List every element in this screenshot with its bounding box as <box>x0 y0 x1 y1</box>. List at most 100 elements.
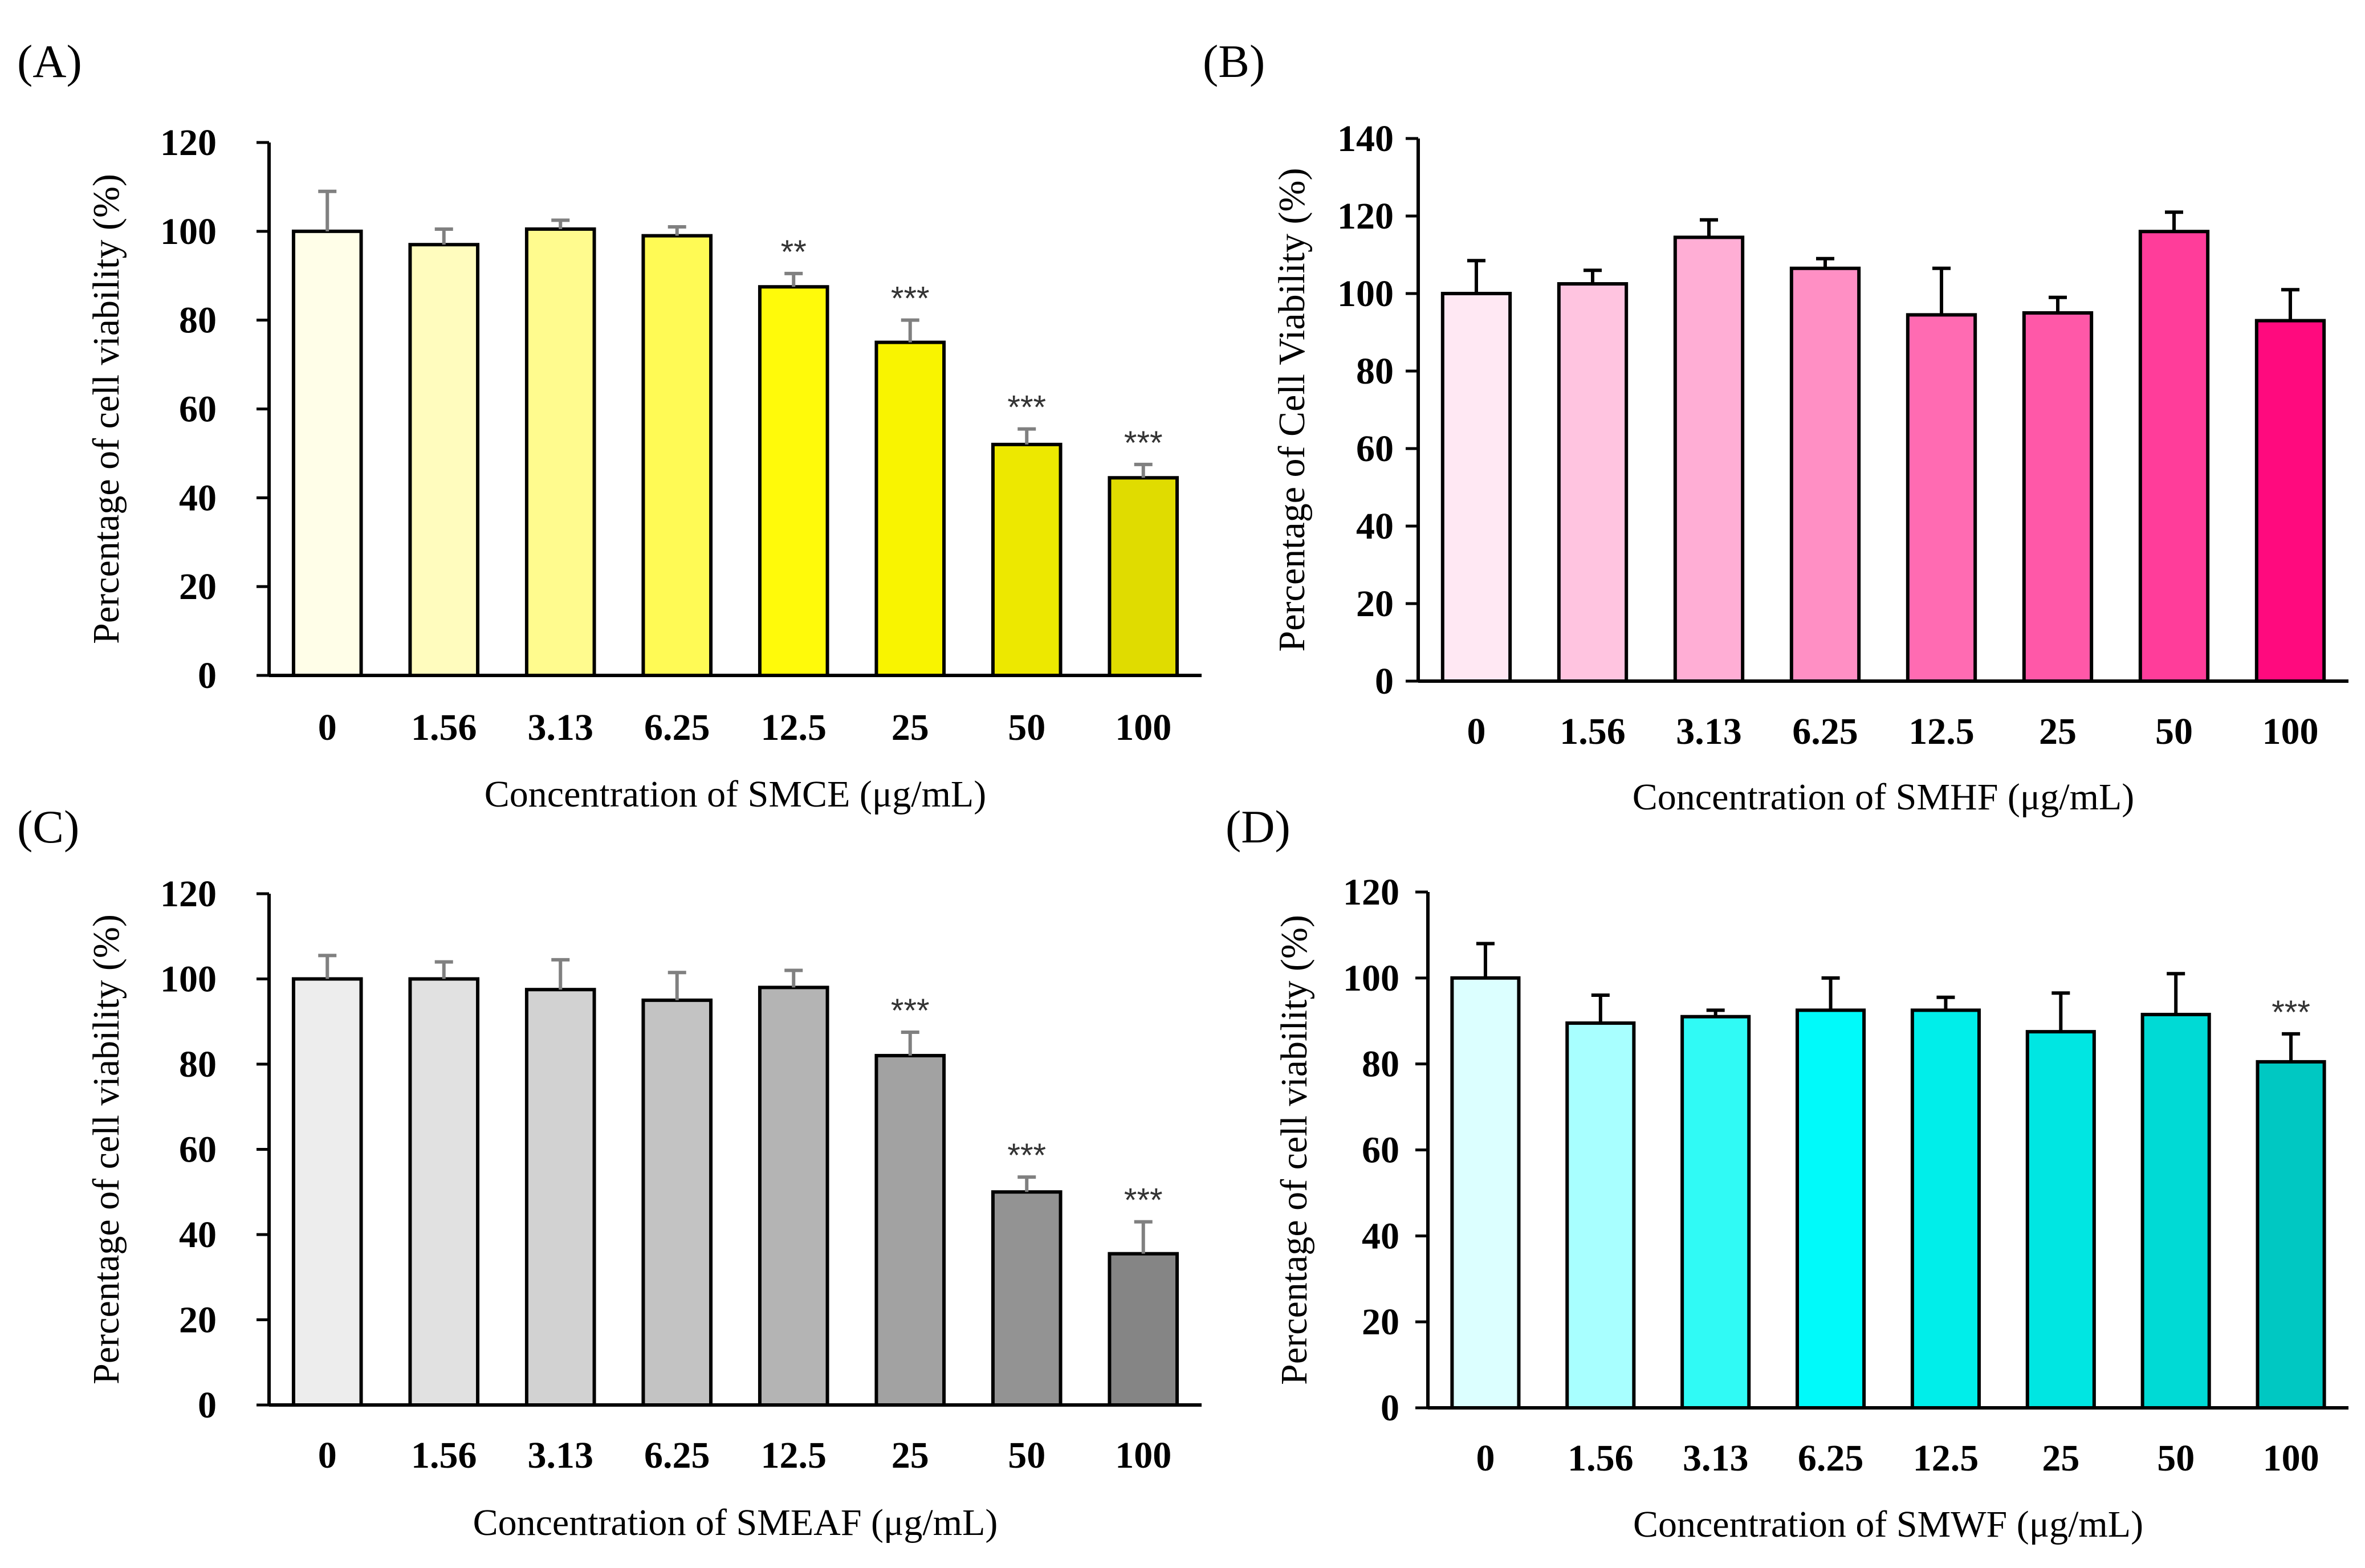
panel-b-xtick-label: 6.25 <box>1792 711 1858 752</box>
panel-b-bar <box>2138 230 2210 683</box>
panel-d-y-title: Percentage of cell viability (%) <box>1273 915 1315 1385</box>
panel-d-bar <box>2256 1060 2326 1410</box>
panel-d-label: (D) <box>1226 801 1291 853</box>
panel-b-xtick-label: 100 <box>2262 711 2319 752</box>
panel-d-xtick-label: 1.56 <box>1568 1437 1634 1479</box>
panel-c-ytick-label: 20 <box>179 1300 217 1341</box>
panel-a-ytick-label: 60 <box>179 389 217 430</box>
panel-a-xtick-label: 50 <box>1008 707 1045 748</box>
panel-a-significance: *** <box>1007 389 1046 426</box>
panel-a-significance: ** <box>781 234 807 271</box>
panel-d-ytick-label: 40 <box>1362 1215 1399 1257</box>
panel-c-ytick-label: 120 <box>160 873 217 915</box>
panel-d-xtick-label: 100 <box>2263 1437 2319 1479</box>
panel-c-bar <box>408 977 480 1407</box>
panel-b-bar <box>2254 319 2326 683</box>
panel-a-bar <box>874 340 946 677</box>
panel-c-significance: *** <box>1007 1137 1046 1174</box>
panel-c-xtick-label: 50 <box>1008 1435 1045 1476</box>
panel-a-xtick-label: 12.5 <box>761 707 827 748</box>
panel-c-xtick-label: 25 <box>892 1435 929 1476</box>
panel-d-xtick-label: 50 <box>2157 1437 2195 1479</box>
panel-b-xtick-label: 25 <box>2039 711 2077 752</box>
panel-b-bar <box>1789 266 1861 683</box>
panel-c-significance: *** <box>891 992 930 1029</box>
panel-a-xtick-label: 3.13 <box>528 707 594 748</box>
panel-c-bar <box>524 988 596 1407</box>
panel-c-xtick-label: 100 <box>1115 1435 1171 1476</box>
panel-c-ytick-label: 100 <box>160 959 217 1000</box>
panel-a-significance: *** <box>1124 425 1163 462</box>
panel-c-bar <box>874 1054 946 1407</box>
panel-b-ytick-label: 40 <box>1356 506 1394 547</box>
panel-c-y-title: Percentage of cell viability (%) <box>86 914 127 1384</box>
panel-a-xtick-label: 25 <box>892 707 929 748</box>
panel-c-ytick-label: 60 <box>179 1129 217 1171</box>
panel-c-xtick-label: 6.25 <box>644 1435 710 1476</box>
panel-d-x-title: Concentration of SMWF (μg/mL) <box>1633 1504 2143 1545</box>
panel-d-bar <box>1796 1008 1866 1410</box>
panel-b-ytick-label: 100 <box>1337 273 1394 315</box>
panel-d-xtick-label: 25 <box>2042 1437 2079 1479</box>
panel-b: (B) 0 20 40 60 80 100 120 140 0 1.56 3.13 6.25 12.5 25… <box>1203 35 2348 818</box>
panel-b-xtick-label: 0 <box>1467 711 1486 752</box>
panel-d-ytick-label: 60 <box>1362 1130 1399 1171</box>
panel-b-ytick-label: 20 <box>1356 583 1394 625</box>
panel-a-bar <box>1108 476 1179 677</box>
panel-c: (C) 0 20 40 60 80 100 120 0 1.56 3.13 6.25 12.5 *** 25… <box>17 801 1202 1543</box>
panel-a-bar <box>408 243 480 678</box>
panel-d-ytick-label: 20 <box>1362 1301 1399 1343</box>
panel-b-ytick-label: 0 <box>1375 661 1394 702</box>
panel-d-xtick-label: 6.25 <box>1798 1437 1864 1479</box>
panel-c-bar <box>641 998 713 1407</box>
panel-a-bar <box>758 285 829 677</box>
panel-b-xtick-label: 50 <box>2155 711 2193 752</box>
panel-c-x-title: Concentration of SMEAF (μg/mL) <box>473 1502 998 1543</box>
panel-d-xtick-label: 3.13 <box>1683 1437 1749 1479</box>
panel-a-ytick-label: 100 <box>160 211 217 252</box>
panel-a-bar <box>291 229 363 678</box>
panel-a-ytick-label: 0 <box>198 655 217 697</box>
panel-b-xtick-label: 3.13 <box>1676 711 1742 752</box>
panel-b-x-title: Concentration of SMHF (μg/mL) <box>1633 776 2134 818</box>
panel-c-label: (C) <box>17 801 79 853</box>
panel-b-y-title: Percentage of Cell Viability (%) <box>1271 168 1313 652</box>
panel-d-ytick-label: 0 <box>1381 1387 1399 1429</box>
panel-c-bar <box>1108 1252 1179 1407</box>
panel-a-y-title: Percentage of cell viability (%) <box>86 174 127 644</box>
panel-b-bar <box>2022 311 2094 683</box>
panel-b-ytick-label: 120 <box>1337 196 1394 237</box>
panel-b-xtick-label: 12.5 <box>1908 711 1975 752</box>
panel-b-bar <box>1906 313 1977 683</box>
panel-b-bar <box>1440 292 1512 683</box>
panel-a-bar <box>641 234 713 677</box>
panel-d-ytick-label: 100 <box>1343 958 1399 999</box>
panel-d-bar <box>1565 1021 1636 1410</box>
panel-c-xtick-label: 3.13 <box>528 1435 594 1476</box>
panel-b-label: (B) <box>1203 35 1265 87</box>
panel-d: (D) 0 20 40 60 80 100 120 0 1.56 3.13 6.25 12.5 25 50 *… <box>1226 801 2348 1545</box>
panel-b-bar <box>1557 282 1629 683</box>
panel-c-bar <box>291 977 363 1407</box>
panel-d-bar <box>2140 1012 2211 1410</box>
panel-a-ytick-label: 40 <box>179 477 217 519</box>
panel-a-significance: *** <box>891 280 930 317</box>
panel-c-bar <box>758 985 829 1407</box>
panel-a-xtick-label: 100 <box>1115 707 1171 748</box>
panel-c-bar <box>991 1190 1063 1407</box>
panel-a-xtick-label: 1.56 <box>411 707 477 748</box>
panel-b-xtick-label: 1.56 <box>1560 711 1626 752</box>
panel-c-xtick-label: 0 <box>318 1435 337 1476</box>
panel-d-bar <box>1680 1015 1751 1410</box>
panel-a-xtick-label: 6.25 <box>644 707 710 748</box>
panel-d-ytick-label: 80 <box>1362 1044 1399 1085</box>
panel-a-xtick-label: 0 <box>318 707 337 748</box>
panel-b-ytick-label: 140 <box>1337 118 1394 160</box>
panel-d-xtick-label: 0 <box>1476 1437 1495 1479</box>
panel-d-significance: *** <box>2272 994 2310 1031</box>
panel-c-ytick-label: 80 <box>179 1044 217 1085</box>
panel-d-xtick-label: 12.5 <box>1913 1437 1979 1479</box>
panel-a: (A) 0 20 40 60 80 100 120 0 1.56 3.13 6.25 ** 12.5 ***… <box>17 35 1202 815</box>
panel-a-ytick-label: 20 <box>179 566 217 608</box>
panel-c-ytick-label: 0 <box>198 1384 217 1426</box>
